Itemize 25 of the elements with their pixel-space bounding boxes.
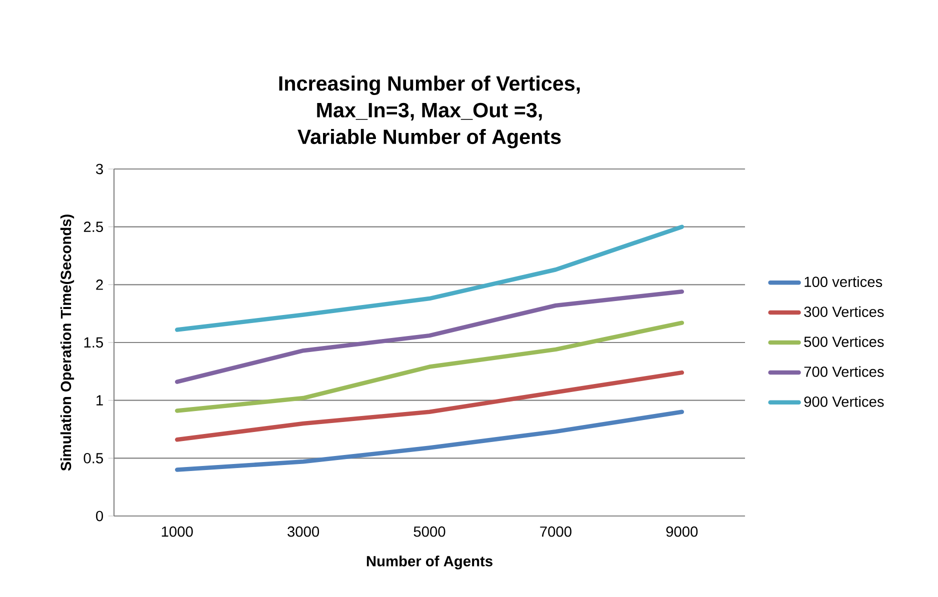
y-axis-title: Simulation Operation Time(Seconds) [60, 214, 74, 471]
x-tick-label: 7000 [540, 526, 572, 537]
x-tick-label: 1000 [162, 526, 193, 537]
y-tick-label: 1.5 [84, 337, 103, 348]
y-tick-label: 0 [96, 510, 104, 522]
x-tick-label: 5000 [414, 526, 446, 537]
x-tick-label: 3000 [288, 526, 320, 537]
line-series [174, 320, 684, 413]
x-axis-title: Number of Agents [366, 556, 492, 570]
y-tick-label: 2 [96, 280, 103, 290]
y-tick-label: 0.5 [84, 452, 103, 464]
y-tick-label: 3 [96, 164, 103, 174]
line-series [174, 289, 684, 384]
y-tick-label: 2.5 [84, 222, 103, 232]
y-tick-label: 1 [96, 395, 103, 406]
chart-title: Increasing Number of Vertices, Max_In=3, Max_Out =3, Variable Number of Agents [279, 76, 580, 148]
legend-label: 500 Vertices [804, 336, 884, 347]
line-series [174, 224, 684, 332]
x-tick-label: 9000 [666, 526, 698, 537]
line-series [174, 370, 684, 442]
legend-label: 300 Vertices [804, 306, 884, 317]
legend-label: 900 Vertices [804, 396, 884, 407]
legend-label: 100 vertices [804, 276, 882, 288]
line-series [174, 410, 684, 472]
legend-label: 700 Vertices [804, 366, 884, 377]
